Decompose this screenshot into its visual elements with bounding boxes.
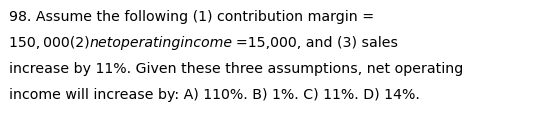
Text: netoperatingincome: netoperatingincome <box>90 36 233 50</box>
Text: =15,000, and (3) sales: =15,000, and (3) sales <box>233 36 398 50</box>
Text: 98. Assume the following (1) contribution margin =: 98. Assume the following (1) contributio… <box>9 10 374 24</box>
Text: 150, 000(2): 150, 000(2) <box>9 36 90 50</box>
Text: increase by 11%. Given these three assumptions, net operating: increase by 11%. Given these three assum… <box>9 62 463 76</box>
Text: income will increase by: A) 110%. B) 1%. C) 11%. D) 14%.: income will increase by: A) 110%. B) 1%.… <box>9 88 420 102</box>
